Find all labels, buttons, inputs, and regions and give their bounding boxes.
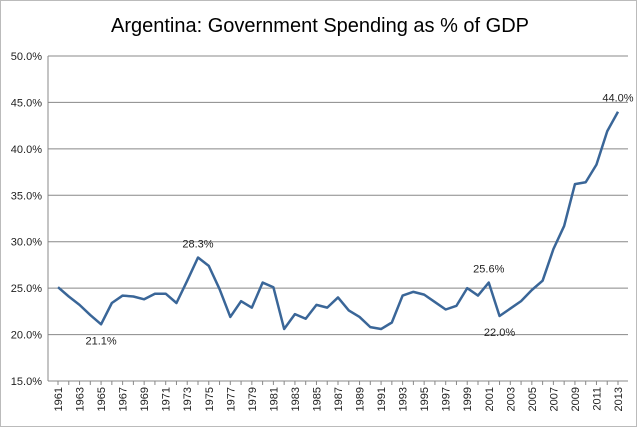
y-tick-label: 15.0% [11,376,42,388]
x-tick-label: 1977 [225,387,237,411]
x-tick-label: 1979 [247,387,259,411]
x-tick-label: 1973 [182,387,194,411]
data-label: 28.3% [182,239,213,251]
data-label: 22.0% [484,327,515,339]
y-tick-label: 30.0% [11,237,42,249]
y-tick-label: 50.0% [11,51,42,63]
x-tick-label: 2005 [527,387,539,411]
x-tick-label: 1969 [139,387,151,411]
x-tick-label: 2003 [505,387,517,411]
x-tick-label: 2009 [570,387,582,411]
y-tick-label: 45.0% [11,97,42,109]
x-tick-label: 2013 [613,387,625,411]
y-tick-label: 35.0% [11,190,42,202]
x-tick-label: 1995 [419,387,431,411]
x-tick-label: 2011 [591,387,603,411]
x-tick-label: 1965 [96,387,108,411]
x-tick-label: 1981 [268,387,280,411]
x-tick-label: 2001 [484,387,496,411]
x-tick-label: 1991 [376,387,388,411]
x-tick-label: 1983 [290,387,302,411]
y-tick-label: 40.0% [11,144,42,156]
x-tick-label: 1999 [462,387,474,411]
y-tick-label: 25.0% [11,283,42,295]
y-tick-label: 20.0% [11,330,42,342]
x-tick-label: 1985 [311,387,323,411]
x-tick-label: 1997 [441,387,453,411]
x-tick-label: 1993 [398,387,410,411]
x-tick-label: 1987 [333,387,345,411]
x-tick-label: 1967 [118,387,130,411]
chart-title: Argentina: Government Spending as % of G… [111,15,529,37]
x-tick-label: 1971 [161,387,173,411]
data-label: 25.6% [473,264,504,276]
data-label: 21.1% [85,335,116,347]
x-tick-label: 1989 [355,387,367,411]
x-tick-label: 2007 [548,387,560,411]
x-tick-label: 1975 [204,387,216,411]
x-tick-label: 1963 [75,387,87,411]
x-tick-label: 1961 [53,387,65,411]
data-label: 44.0% [602,93,633,105]
line [57,111,620,331]
